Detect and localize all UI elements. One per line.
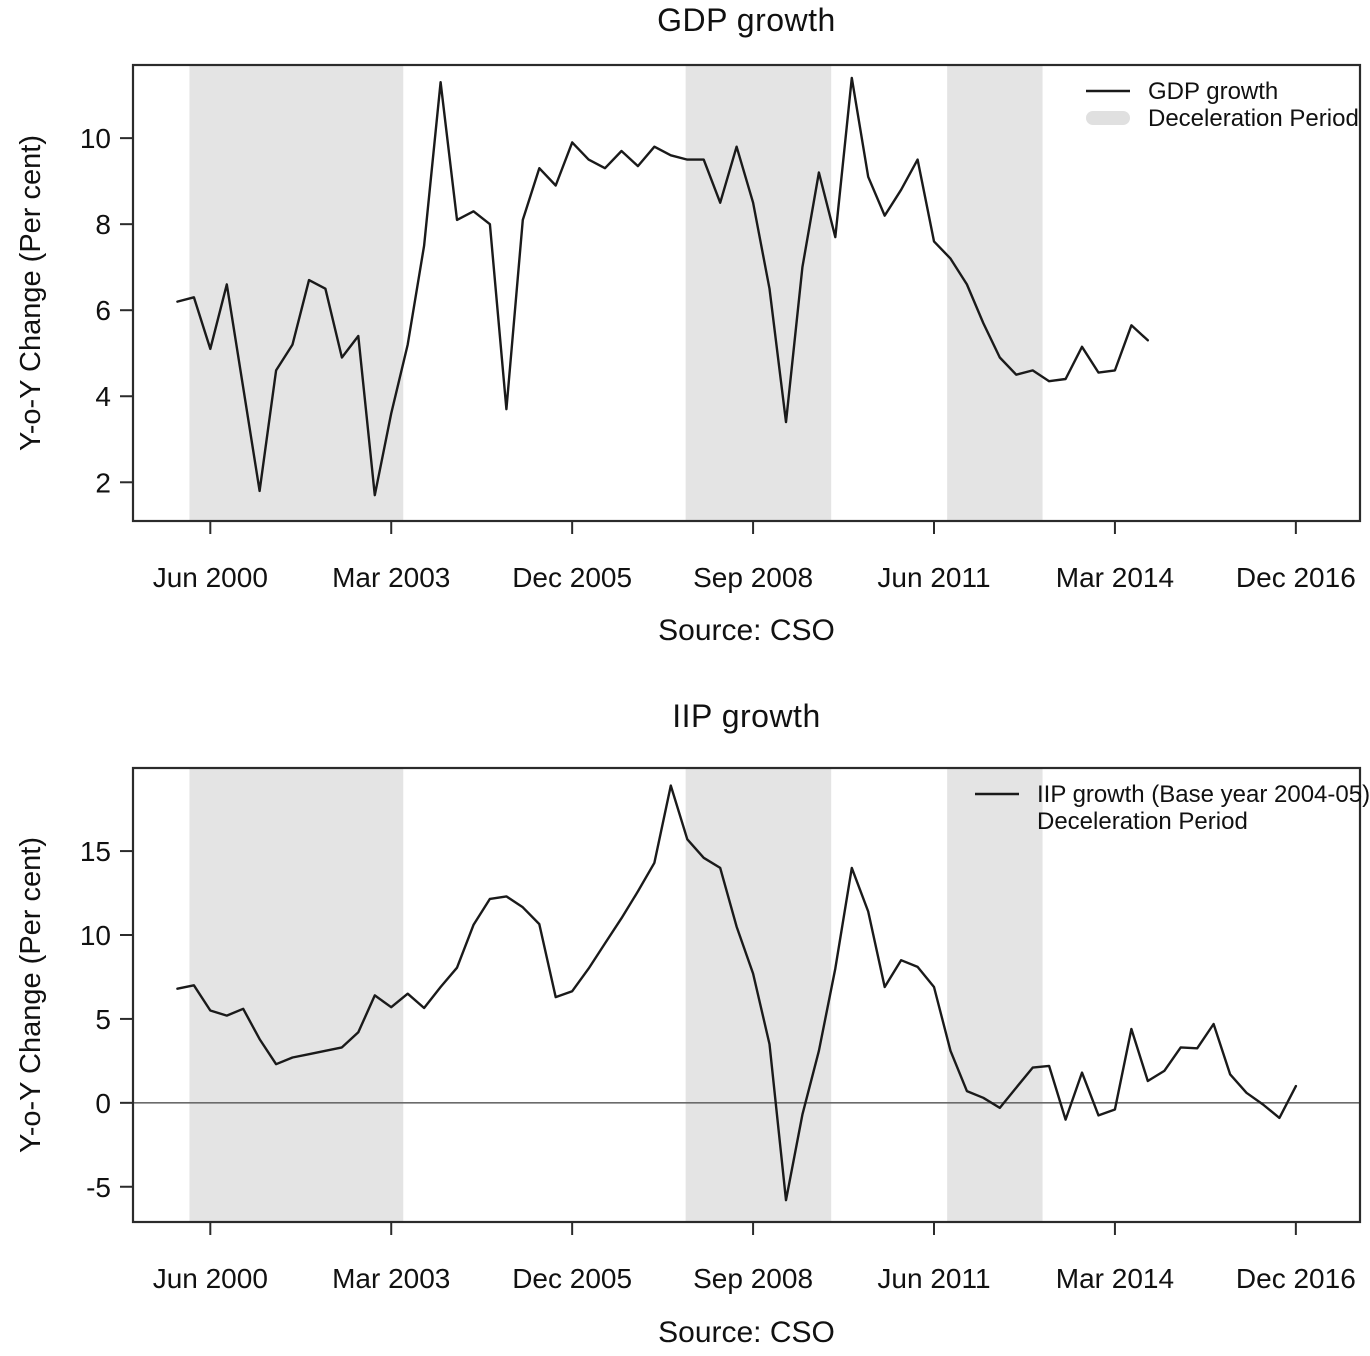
gdp-legend-label: Deceleration Period — [1148, 105, 1359, 132]
gdp-y-tick-label: 2 — [95, 467, 111, 498]
gdp-chart-title: GDP growth — [657, 2, 836, 38]
gdp-x-tick-label: Dec 2005 — [512, 562, 632, 593]
iip-x-tick-label: Dec 2005 — [512, 1263, 632, 1294]
gdp-series-line — [176, 76, 1149, 497]
iip-x-tick-label: Jun 2011 — [877, 1263, 990, 1294]
iip-x-tick-label: Jun 2000 — [153, 1263, 268, 1294]
gdp-x-tick-label: Mar 2003 — [332, 562, 450, 593]
gdp-deceleration-band-3 — [947, 65, 1043, 521]
iip-deceleration-band-3 — [947, 768, 1043, 1222]
iip-y-tick-label: 10 — [80, 920, 111, 951]
gdp-x-tick-label: Jun 2000 — [153, 562, 268, 593]
gdp-source-caption: Source: CSO — [658, 614, 835, 647]
iip-y-tick-label: 5 — [95, 1004, 111, 1035]
gdp-y-tick-label: 4 — [95, 381, 111, 412]
iip-source-caption: Source: CSO — [658, 1316, 835, 1349]
iip-x-tick-label: Dec 2016 — [1236, 1263, 1356, 1294]
iip-legend-label: IIP growth (Base year 2004-05) — [1037, 781, 1370, 808]
iip-y-tick-label: -5 — [86, 1172, 111, 1203]
iip-y-tick-label: 0 — [95, 1088, 111, 1119]
iip-x-tick-label: Mar 2014 — [1056, 1263, 1174, 1294]
gdp-x-tick-label: Dec 2016 — [1236, 562, 1356, 593]
gdp-y-tick-label: 6 — [95, 295, 111, 326]
iip-x-tick-label: Mar 2003 — [332, 1263, 450, 1294]
gdp-y-tick-label: 10 — [80, 123, 111, 154]
iip-x-tick-label: Sep 2008 — [693, 1263, 813, 1294]
gdp-x-tick-label: Sep 2008 — [693, 562, 813, 593]
iip-chart-title: IIP growth — [672, 698, 821, 734]
iip-deceleration-band-1 — [189, 768, 404, 1222]
iip-y-tick-label: 15 — [80, 836, 111, 867]
gdp-y-tick-label: 8 — [95, 209, 111, 240]
iip-series-line — [176, 784, 1298, 1202]
iip-plot-box — [131, 766, 1362, 1224]
gdp-deceleration-band-2 — [685, 65, 832, 521]
gdp-legend-label: GDP growth — [1148, 78, 1278, 105]
gdp-x-tick-label: Mar 2014 — [1056, 562, 1174, 593]
gdp-plot-box — [131, 63, 1362, 523]
gdp-x-tick-label: Jun 2011 — [877, 562, 990, 593]
iip-legend-label: Deceleration Period — [1037, 808, 1248, 835]
gdp-legend-band-swatch — [1086, 111, 1130, 125]
